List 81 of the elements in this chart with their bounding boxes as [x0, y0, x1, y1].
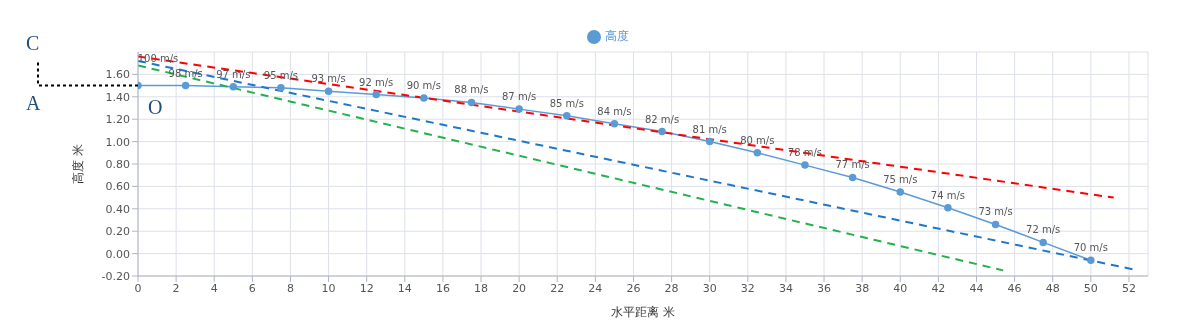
- point: [801, 161, 809, 169]
- point: [563, 112, 571, 120]
- point: [229, 82, 238, 91]
- annotation: 80 m/s: [740, 134, 775, 146]
- x-axis-title: 水平距离 米: [611, 305, 675, 319]
- y-tick-label: 0.00: [105, 247, 130, 261]
- x-tick-label: 4: [210, 281, 218, 295]
- annotation: 88 m/s: [454, 84, 489, 96]
- y-axis-title: 高度 米: [71, 144, 86, 184]
- x-tick-label: 2: [172, 281, 180, 295]
- x-tick-label: 36: [817, 281, 832, 295]
- x-tick-label: 16: [435, 281, 450, 295]
- x-tick-label: 44: [969, 281, 984, 295]
- annotation: 73 m/s: [978, 206, 1013, 218]
- point: [753, 149, 762, 157]
- y-tick-label: 0.20: [105, 225, 130, 239]
- x-tick-label: 10: [321, 281, 336, 295]
- x-tick-label: 26: [626, 281, 641, 295]
- y-tick-label: 1.20: [105, 113, 130, 127]
- x-tick-label: 38: [855, 281, 870, 295]
- point: [1087, 256, 1095, 265]
- x-tick-label: 34: [778, 281, 793, 295]
- annotation: 90 m/s: [406, 79, 441, 91]
- annotation: 92 m/s: [359, 76, 394, 88]
- annotation: O: [148, 95, 163, 118]
- annotation: 74 m/s: [930, 189, 966, 201]
- x-tick-label: 0: [134, 281, 142, 295]
- text: C: [26, 32, 40, 55]
- y-tick-label: 1.60: [105, 68, 130, 82]
- x-tick-label: 22: [550, 281, 565, 295]
- annotation: 81 m/s: [692, 123, 727, 135]
- x-tick-label: 20: [512, 281, 527, 295]
- x-tick-label: 46: [1007, 281, 1022, 295]
- x-tick-label: 14: [397, 281, 412, 295]
- y-tick-label: 0.60: [105, 180, 130, 194]
- point: [944, 203, 952, 212]
- annotation: 82 m/s: [644, 113, 680, 125]
- x-tick-label: 8: [286, 281, 294, 295]
- point: [420, 94, 428, 102]
- text: A: [26, 91, 41, 114]
- annotation: 70 m/s: [1073, 242, 1108, 254]
- legend-label: 高度: [605, 29, 629, 43]
- x-tick-label: 24: [588, 281, 603, 295]
- annotation: 93 m/s: [311, 73, 346, 85]
- point: [372, 90, 380, 99]
- point: [467, 98, 476, 107]
- point: [324, 87, 333, 95]
- annotation: 77 m/s: [835, 159, 870, 171]
- x-tick-label: 6: [248, 281, 256, 295]
- point: [277, 84, 285, 92]
- annotation: 85 m/s: [549, 97, 584, 109]
- y-tick-label: -0.20: [101, 269, 130, 283]
- x-tick-label: 30: [702, 281, 717, 295]
- x-tick-label: 48: [1045, 281, 1060, 295]
- annotation: 72 m/s: [1026, 224, 1061, 236]
- x-tick-label: 40: [893, 281, 908, 295]
- y-tick-label: 0.80: [105, 157, 130, 171]
- point: [705, 137, 714, 146]
- x-tick-label: 42: [931, 281, 946, 295]
- point: [658, 127, 666, 136]
- x-tick-label: 12: [359, 281, 374, 295]
- y-tick-label: 0.40: [105, 202, 130, 216]
- x-tick-label: 28: [664, 281, 679, 295]
- x-tick-label: 32: [740, 281, 755, 295]
- point: [515, 105, 523, 113]
- x-tick-label: 52: [1121, 281, 1136, 295]
- annotation: 75 m/s: [883, 174, 918, 185]
- annotation: 97 m/s: [216, 68, 251, 80]
- point: [181, 81, 190, 90]
- y-tick-label: 1.40: [105, 90, 130, 104]
- x-tick-label: 50: [1083, 281, 1098, 295]
- annotation: 98 m/s: [168, 67, 203, 79]
- x-tick-label: 18: [474, 281, 489, 295]
- point: [896, 188, 905, 196]
- point: [610, 119, 619, 128]
- annotation: 87 m/s: [502, 91, 537, 103]
- point: [1039, 238, 1047, 247]
- point: [991, 220, 1000, 229]
- y-tick-label: 1.00: [105, 135, 130, 149]
- point: [848, 173, 857, 182]
- annotation: 84 m/s: [597, 105, 632, 117]
